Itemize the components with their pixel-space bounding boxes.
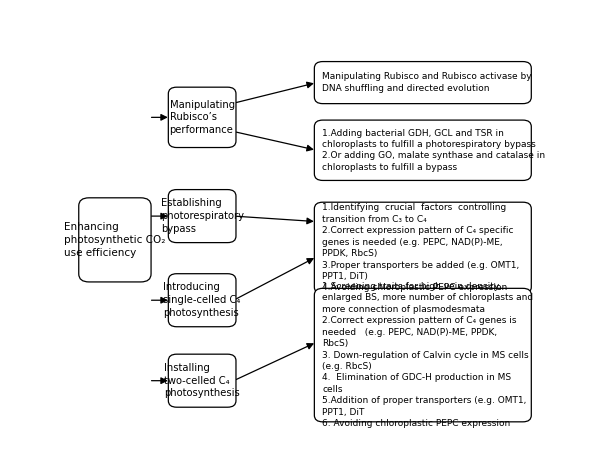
FancyBboxPatch shape bbox=[169, 87, 236, 148]
FancyBboxPatch shape bbox=[314, 202, 532, 294]
Text: Installing
two-celled C₄
photosynthesis: Installing two-celled C₄ photosynthesis bbox=[164, 363, 240, 399]
Text: Enhancing
photosynthetic CO₂
use efficiency: Enhancing photosynthetic CO₂ use efficie… bbox=[64, 222, 166, 257]
Text: Manipulating
Rubisco’s
performance: Manipulating Rubisco’s performance bbox=[170, 100, 235, 135]
Text: 1.Screening traits for high vein density,
enlarged BS, more number of chloroplas: 1.Screening traits for high vein density… bbox=[322, 282, 533, 428]
FancyBboxPatch shape bbox=[314, 120, 532, 180]
FancyBboxPatch shape bbox=[169, 274, 236, 327]
Text: 1.Identifying  crucial  factors  controlling
transition from C₃ to C₄
2.Correct : 1.Identifying crucial factors controllin… bbox=[322, 203, 520, 293]
FancyBboxPatch shape bbox=[169, 190, 236, 243]
FancyBboxPatch shape bbox=[169, 354, 236, 407]
FancyBboxPatch shape bbox=[314, 288, 532, 422]
FancyBboxPatch shape bbox=[79, 198, 151, 282]
Text: Introducing
single-celled C₄
photosynthesis: Introducing single-celled C₄ photosynthe… bbox=[164, 283, 241, 318]
Text: Establishing
photorespiratory
bypass: Establishing photorespiratory bypass bbox=[161, 198, 244, 234]
Text: 1.Adding bacterial GDH, GCL and TSR in
chloroplasts to fulfill a photorespirator: 1.Adding bacterial GDH, GCL and TSR in c… bbox=[322, 129, 545, 172]
FancyBboxPatch shape bbox=[314, 62, 532, 104]
Text: Manipulating Rubisco and Rubisco activase by
DNA shuffling and directed evolutio: Manipulating Rubisco and Rubisco activas… bbox=[322, 72, 532, 93]
